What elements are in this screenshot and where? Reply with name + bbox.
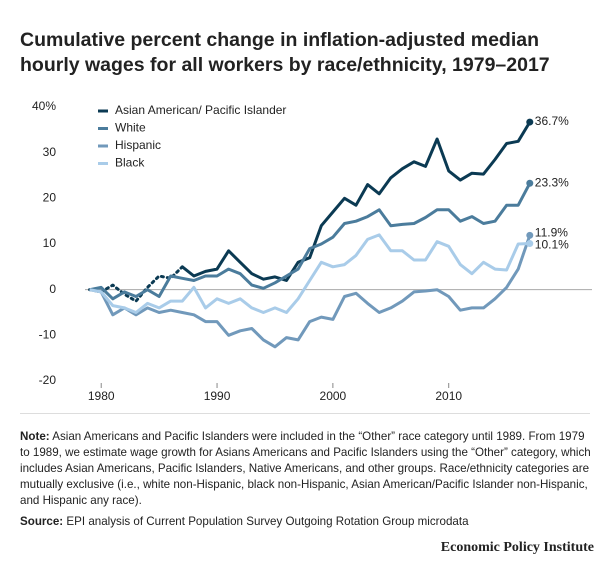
source-label: Source: bbox=[20, 515, 64, 528]
y-tick-label: -10 bbox=[39, 328, 57, 342]
end-label: 11.9% bbox=[535, 226, 568, 240]
y-tick-label: 0 bbox=[49, 282, 56, 296]
legend-label: Asian American/ Pacific Islander bbox=[115, 103, 286, 117]
x-tick-label: 1990 bbox=[204, 389, 231, 403]
divider bbox=[20, 413, 590, 414]
x-tick-label: 1980 bbox=[88, 389, 115, 403]
chart-title: Cumulative percent change in inflation-a… bbox=[20, 29, 550, 76]
y-tick-label: 10 bbox=[43, 236, 57, 250]
note: Note: Asian Americans and Pacific Island… bbox=[20, 429, 592, 509]
end-point bbox=[526, 118, 534, 126]
end-point bbox=[526, 231, 534, 239]
end-point bbox=[526, 179, 534, 187]
line bbox=[88, 265, 184, 303]
legend-label: Black bbox=[115, 156, 145, 170]
source-text: EPI analysis of Current Population Surve… bbox=[66, 515, 469, 528]
x-tick-label: 2000 bbox=[320, 389, 347, 403]
note-text: Asian Americans and Pacific Islanders we… bbox=[20, 430, 591, 507]
source: Source: EPI analysis of Current Populati… bbox=[20, 515, 592, 528]
y-tick-label: 30 bbox=[43, 145, 57, 159]
line bbox=[181, 121, 532, 282]
end-label: 36.7% bbox=[535, 114, 569, 128]
x-tick-label: 2010 bbox=[435, 389, 462, 403]
line bbox=[89, 234, 532, 349]
note-label: Note: bbox=[20, 430, 50, 443]
legend-label: White bbox=[115, 121, 146, 135]
line bbox=[89, 182, 532, 301]
end-label: 10.1% bbox=[535, 238, 569, 252]
legend-label: Hispanic bbox=[115, 138, 161, 152]
line bbox=[89, 233, 530, 314]
chart: -20 -10 0 10 20 30 40% 1980 1990 2000 2010 Asian Am… bbox=[32, 99, 592, 403]
brand: Economic Policy Institute bbox=[440, 540, 594, 555]
end-point bbox=[526, 240, 534, 248]
y-tick-label: -20 bbox=[39, 373, 57, 387]
y-tick-label: 40% bbox=[32, 99, 56, 113]
y-tick-label: 20 bbox=[43, 191, 57, 205]
end-label: 23.3% bbox=[535, 175, 569, 189]
